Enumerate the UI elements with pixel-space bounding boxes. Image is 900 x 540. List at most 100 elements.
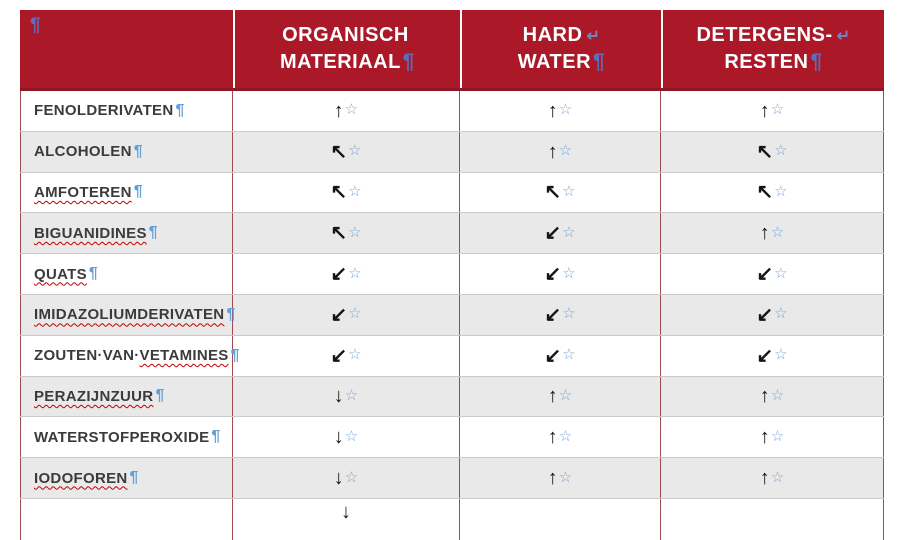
star-icon: ☆ xyxy=(562,182,576,200)
header-line: ORGANISCH xyxy=(282,22,413,48)
header-line: DETERGENS- ↵ xyxy=(696,22,850,48)
header-line: WATER¶ xyxy=(518,48,605,75)
table-row-clipped: ↓ xyxy=(20,498,884,540)
trend-arrow-icon: ↓ xyxy=(333,467,344,490)
pilcrow-icon: ¶ xyxy=(211,428,221,446)
col-header-detergent-residues: DETERGENS- ↵ RESTEN¶ xyxy=(661,10,884,88)
table-row: QUATS ¶ ↙ ☆ ↙ ☆ ↙ ☆ xyxy=(20,254,884,295)
rating-cell: ↑ ☆ xyxy=(233,91,460,131)
trend-arrow-icon: ↙ xyxy=(330,303,348,326)
pilcrow-icon: ¶ xyxy=(88,265,98,283)
trend-arrow-icon: ↑ xyxy=(547,467,558,490)
linebreak-icon: ↵ xyxy=(586,28,601,46)
table-row: WATERSTOFPEROXIDE ¶ ↓ ☆ ↑ ☆ ↑ ☆ xyxy=(20,417,884,459)
header-text: WATER xyxy=(517,51,592,74)
row-label-misspelled: AMFOTEREN xyxy=(34,183,132,201)
star-icon: ☆ xyxy=(774,142,788,160)
star-icon: ☆ xyxy=(348,182,362,200)
trend-arrow-icon: ↖ xyxy=(330,181,348,204)
rating-cell: ↑ ☆ xyxy=(661,458,884,498)
pilcrow-icon: ¶ xyxy=(175,101,185,119)
row-label-misspelled: IODOFOREN xyxy=(34,469,128,487)
table-body: FENOLDERIVATEN ¶ ↑ ☆ ↑ ☆ ↑ ☆ ALCOHOLEN ¶ ↖ ☆… xyxy=(20,91,884,540)
row-label: IMIDAZOLIUMDERIVATEN xyxy=(34,306,224,323)
rating-cell: ↖ ☆ xyxy=(661,172,884,213)
table-row: FENOLDERIVATEN ¶ ↑ ☆ ↑ ☆ ↑ ☆ xyxy=(20,91,884,132)
pilcrow-icon: ¶ xyxy=(226,305,236,323)
table-row: IODOFOREN ¶ ↓ ☆ ↑ ☆ ↑ ☆ xyxy=(20,458,884,499)
rating-cell: ↑ ☆ xyxy=(460,417,661,458)
star-icon: ☆ xyxy=(558,468,573,486)
trend-arrow-icon: ↙ xyxy=(330,263,348,286)
row-label-misspelled: PERAZIJNZUUR xyxy=(34,387,154,405)
star-icon: ☆ xyxy=(770,101,785,119)
star-icon: ☆ xyxy=(770,427,785,445)
rating-cell: ↙ ☆ xyxy=(460,254,661,294)
trend-arrow-icon: ↑ xyxy=(759,385,770,408)
row-label-cell: ALCOHOLEN ¶ xyxy=(20,131,233,172)
trend-arrow-icon: ↑ xyxy=(759,426,770,449)
rating-cell: ↓ xyxy=(233,498,460,540)
pilcrow-icon: ¶ xyxy=(230,346,240,364)
star-icon: ☆ xyxy=(558,142,573,160)
rating-cell: ↓ ☆ xyxy=(233,417,460,458)
star-icon: ☆ xyxy=(558,427,573,445)
row-label-text: ALCOHOLEN xyxy=(34,143,132,161)
trend-arrow-icon: ↙ xyxy=(544,303,562,326)
trend-arrow-icon: ↙ xyxy=(544,344,562,367)
star-icon: ☆ xyxy=(348,142,362,160)
rating-cell: ↖ ☆ xyxy=(233,172,460,213)
pilcrow-icon: ¶ xyxy=(133,142,143,160)
star-icon: ☆ xyxy=(344,427,359,445)
row-label: ALCOHOLEN xyxy=(34,143,132,160)
linebreak-icon: ↵ xyxy=(836,28,851,46)
row-label-cell: AMFOTEREN ¶ xyxy=(20,172,233,213)
star-icon: ☆ xyxy=(558,386,573,404)
col-header-hard-water: HARD ↵ WATER¶ xyxy=(460,10,661,88)
trend-arrow-icon: ↙ xyxy=(756,303,774,326)
trend-arrow-icon: ↖ xyxy=(330,222,348,245)
row-label-cell: WATERSTOFPEROXIDE ¶ xyxy=(20,417,233,458)
trend-arrow-icon: ↙ xyxy=(544,263,562,286)
star-icon: ☆ xyxy=(344,101,359,119)
row-label: BIGUANIDINES xyxy=(34,225,147,242)
row-label-cell: IODOFOREN ¶ xyxy=(20,458,233,498)
rating-cell: ↑ ☆ xyxy=(661,213,884,254)
pilcrow-icon: ¶ xyxy=(155,387,165,405)
row-label-cell: ZOUTEN·VAN·VETAMINES ¶ xyxy=(20,335,240,376)
trend-arrow-icon: ↑ xyxy=(333,99,344,122)
rating-cell: ↙ ☆ xyxy=(661,335,884,376)
rating-cell: ↖ ☆ xyxy=(661,131,884,172)
header-line: HARD ↵ xyxy=(523,22,601,48)
trend-arrow-icon: ↑ xyxy=(759,467,770,490)
trend-arrow-icon: ↓ xyxy=(341,500,351,523)
trend-arrow-icon: ↑ xyxy=(547,385,558,408)
trend-arrow-icon: ↖ xyxy=(756,140,774,163)
rating-cell: ↑ ☆ xyxy=(460,458,661,498)
rating-cell: ↙ ☆ xyxy=(661,294,884,335)
table-row: ALCOHOLEN ¶ ↖ ☆ ↑ ☆ ↖ ☆ xyxy=(20,131,884,173)
rating-cell: ↙ ☆ xyxy=(460,213,661,254)
row-label: QUATS xyxy=(34,266,87,283)
rating-cell: ↖ ☆ xyxy=(460,172,661,213)
row-label-cell: QUATS ¶ xyxy=(20,254,233,294)
trend-arrow-icon: ↙ xyxy=(544,222,562,245)
row-label: IODOFOREN xyxy=(34,470,128,487)
star-icon: ☆ xyxy=(770,386,785,404)
rating-cell: ↖ ☆ xyxy=(233,213,460,254)
row-label: PERAZIJNZUUR xyxy=(34,388,153,405)
row-label-text: FENOLDERIVATEN xyxy=(34,102,174,120)
star-icon: ☆ xyxy=(562,223,576,241)
row-label-misspelled: IMIDAZOLIUMDERIVATEN xyxy=(34,306,225,324)
rating-cell xyxy=(661,498,884,540)
row-label-text: WATERSTOFPEROXIDE xyxy=(34,428,210,446)
col-header-organic-material: ORGANISCH MATERIAAL¶ xyxy=(233,10,460,88)
rating-cell: ↙ ☆ xyxy=(233,294,460,335)
trend-arrow-icon: ↖ xyxy=(756,181,774,204)
trend-arrow-icon: ↑ xyxy=(759,99,770,122)
trend-arrow-icon: ↑ xyxy=(547,140,558,163)
table-row: BIGUANIDINES ¶ ↖ ☆ ↙ ☆ ↑ ☆ xyxy=(20,213,884,255)
pilcrow-icon: ¶ xyxy=(133,183,143,201)
rating-cell: ↙ ☆ xyxy=(233,254,460,294)
star-icon: ☆ xyxy=(562,264,576,282)
